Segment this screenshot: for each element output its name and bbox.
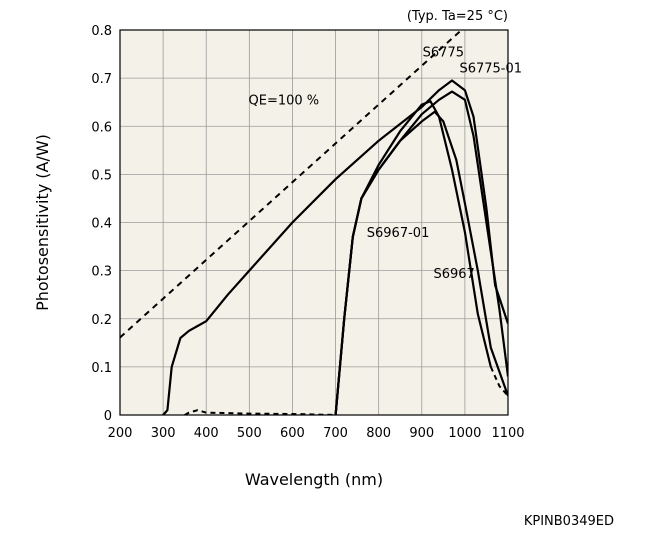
x-tick-label: 600 — [280, 426, 305, 441]
x-tick-label: 500 — [237, 426, 262, 441]
plot-frame — [119, 29, 509, 416]
x-tick-label: 1100 — [491, 426, 524, 441]
x-tick-label: 900 — [409, 426, 434, 441]
series-annotation: S6775-01 — [459, 61, 522, 76]
series-annotation: QE=100 % — [249, 94, 320, 109]
y-tick-label: 0.8 — [91, 24, 112, 39]
series-lines — [120, 30, 508, 415]
series-line-s6775 — [162, 79, 508, 415]
series-annotation: S6967-01 — [367, 226, 430, 241]
y-axis-title: Photosensitivity (A/W) — [33, 134, 52, 311]
series-annotation: S6967 — [433, 267, 474, 282]
x-tick-label: 300 — [151, 426, 176, 441]
y-tick-label: 0.7 — [91, 72, 112, 87]
y-tick-label: 0.3 — [91, 265, 112, 280]
y-tick-label: 0.6 — [91, 120, 112, 135]
x-tick-label: 1000 — [448, 426, 481, 441]
x-tick-label: 400 — [194, 426, 219, 441]
condition-note: (Typ. Ta=25 °C) — [407, 9, 508, 24]
x-axis-title: Wavelength (nm) — [245, 470, 383, 489]
y-tick-label: 0.2 — [91, 313, 112, 328]
dashed-extension — [162, 409, 169, 415]
y-tick-label: 0.5 — [91, 168, 112, 183]
dashed-extension — [184, 409, 336, 415]
x-tick-label: 800 — [366, 426, 391, 441]
document-code: KPINB0349ED — [523, 514, 614, 529]
axis-ticks: 200 300 400 500 600 700 800 900 1000 1100 0 0.1 0.2 0… — [91, 24, 524, 441]
y-tick-label: 0 — [104, 409, 112, 424]
dashed-extension — [489, 366, 508, 397]
y-tick-label: 0.4 — [91, 217, 112, 232]
series-annotation: S6775 — [423, 45, 464, 60]
y-tick-label: 0.1 — [91, 361, 112, 376]
series-line-s6967 — [334, 100, 492, 415]
x-tick-label: 700 — [323, 426, 348, 441]
x-tick-label: 200 — [108, 426, 133, 441]
